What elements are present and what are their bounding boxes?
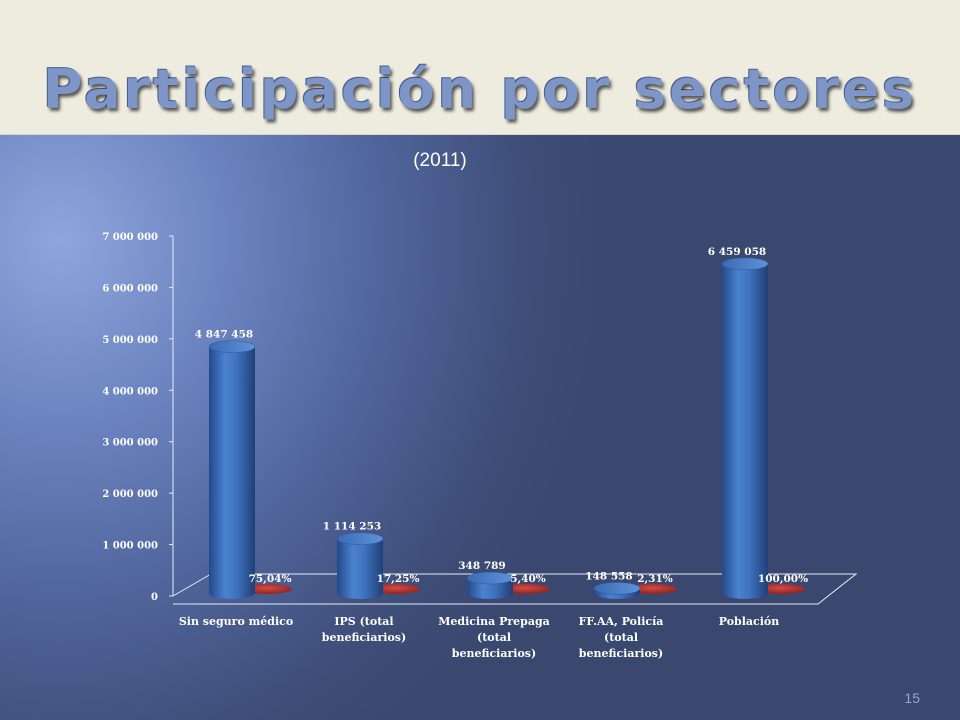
category-label: Medicina Prepaga (total beneficiarios) — [438, 615, 550, 660]
percent-label: 5,40% — [510, 573, 546, 585]
bar-group: 148 558 2,31% — [585, 570, 677, 599]
title-banner: Participación por sectores — [0, 0, 960, 135]
bar-group: 1 114 253 17,25% — [323, 521, 420, 599]
bar-group: 348 789 5,40% — [458, 560, 550, 599]
bar — [209, 346, 255, 599]
bar-group: 6 459 058 100,00% — [708, 246, 808, 599]
category-label: IPS (total beneficiarios) — [322, 615, 406, 644]
percent-label: 2,31% — [637, 573, 673, 585]
bar-value-label: 6 459 058 — [708, 246, 766, 258]
bar-top — [721, 257, 769, 271]
y-tick-label: 2 000 000 — [102, 489, 158, 500]
category-label: Sin seguro médico — [179, 615, 293, 628]
y-tick-label: 1 000 000 — [102, 541, 158, 552]
y-axis-ticks: 0 1 000 000 2 000 000 3 000 000 4 000 000 5 0… — [102, 232, 173, 603]
chart-marks: 4 847 458 75,04% 1 114 253 17,25% 348 789 5,4… — [195, 246, 808, 599]
bar-top — [466, 571, 514, 585]
slide-title: Participación por sectores — [42, 58, 918, 121]
y-tick-label: 4 000 000 — [102, 386, 158, 397]
bar-value-label: 348 789 — [458, 560, 506, 572]
floor-outline — [173, 573, 858, 605]
y-tick-label: 3 000 000 — [102, 438, 158, 449]
category-label: FF.AA, Policía (total beneficiarios) — [579, 615, 664, 660]
floor-left-edge — [172, 573, 212, 597]
y-tick-label: 7 000 000 — [102, 232, 158, 243]
bar — [337, 538, 383, 599]
bar-value-label: 4 847 458 — [195, 329, 253, 341]
bar — [722, 263, 768, 599]
percent-label: 100,00% — [758, 573, 808, 585]
category-label: Población — [719, 615, 780, 628]
percent-label: 75,04% — [249, 573, 292, 585]
y-tick-label: 5 000 000 — [102, 335, 158, 346]
x-axis-labels: Sin seguro médico IPS (total beneficiarios… — [179, 615, 779, 660]
bar-value-label: 148 558 — [585, 570, 633, 582]
bar-top — [336, 532, 384, 545]
page-number: 15 — [904, 690, 920, 706]
chart-axes — [172, 236, 858, 605]
bar-top — [208, 340, 256, 353]
y-tick-label: 6 000 000 — [102, 283, 158, 294]
percent-label: 17,25% — [377, 573, 420, 585]
bar-group: 4 847 458 75,04% — [195, 329, 292, 599]
y-tick-label: 0 — [151, 592, 158, 603]
chart-subtitle: (2011) — [413, 150, 467, 171]
bar-top — [593, 582, 641, 595]
bar-value-label: 1 114 253 — [323, 521, 381, 533]
